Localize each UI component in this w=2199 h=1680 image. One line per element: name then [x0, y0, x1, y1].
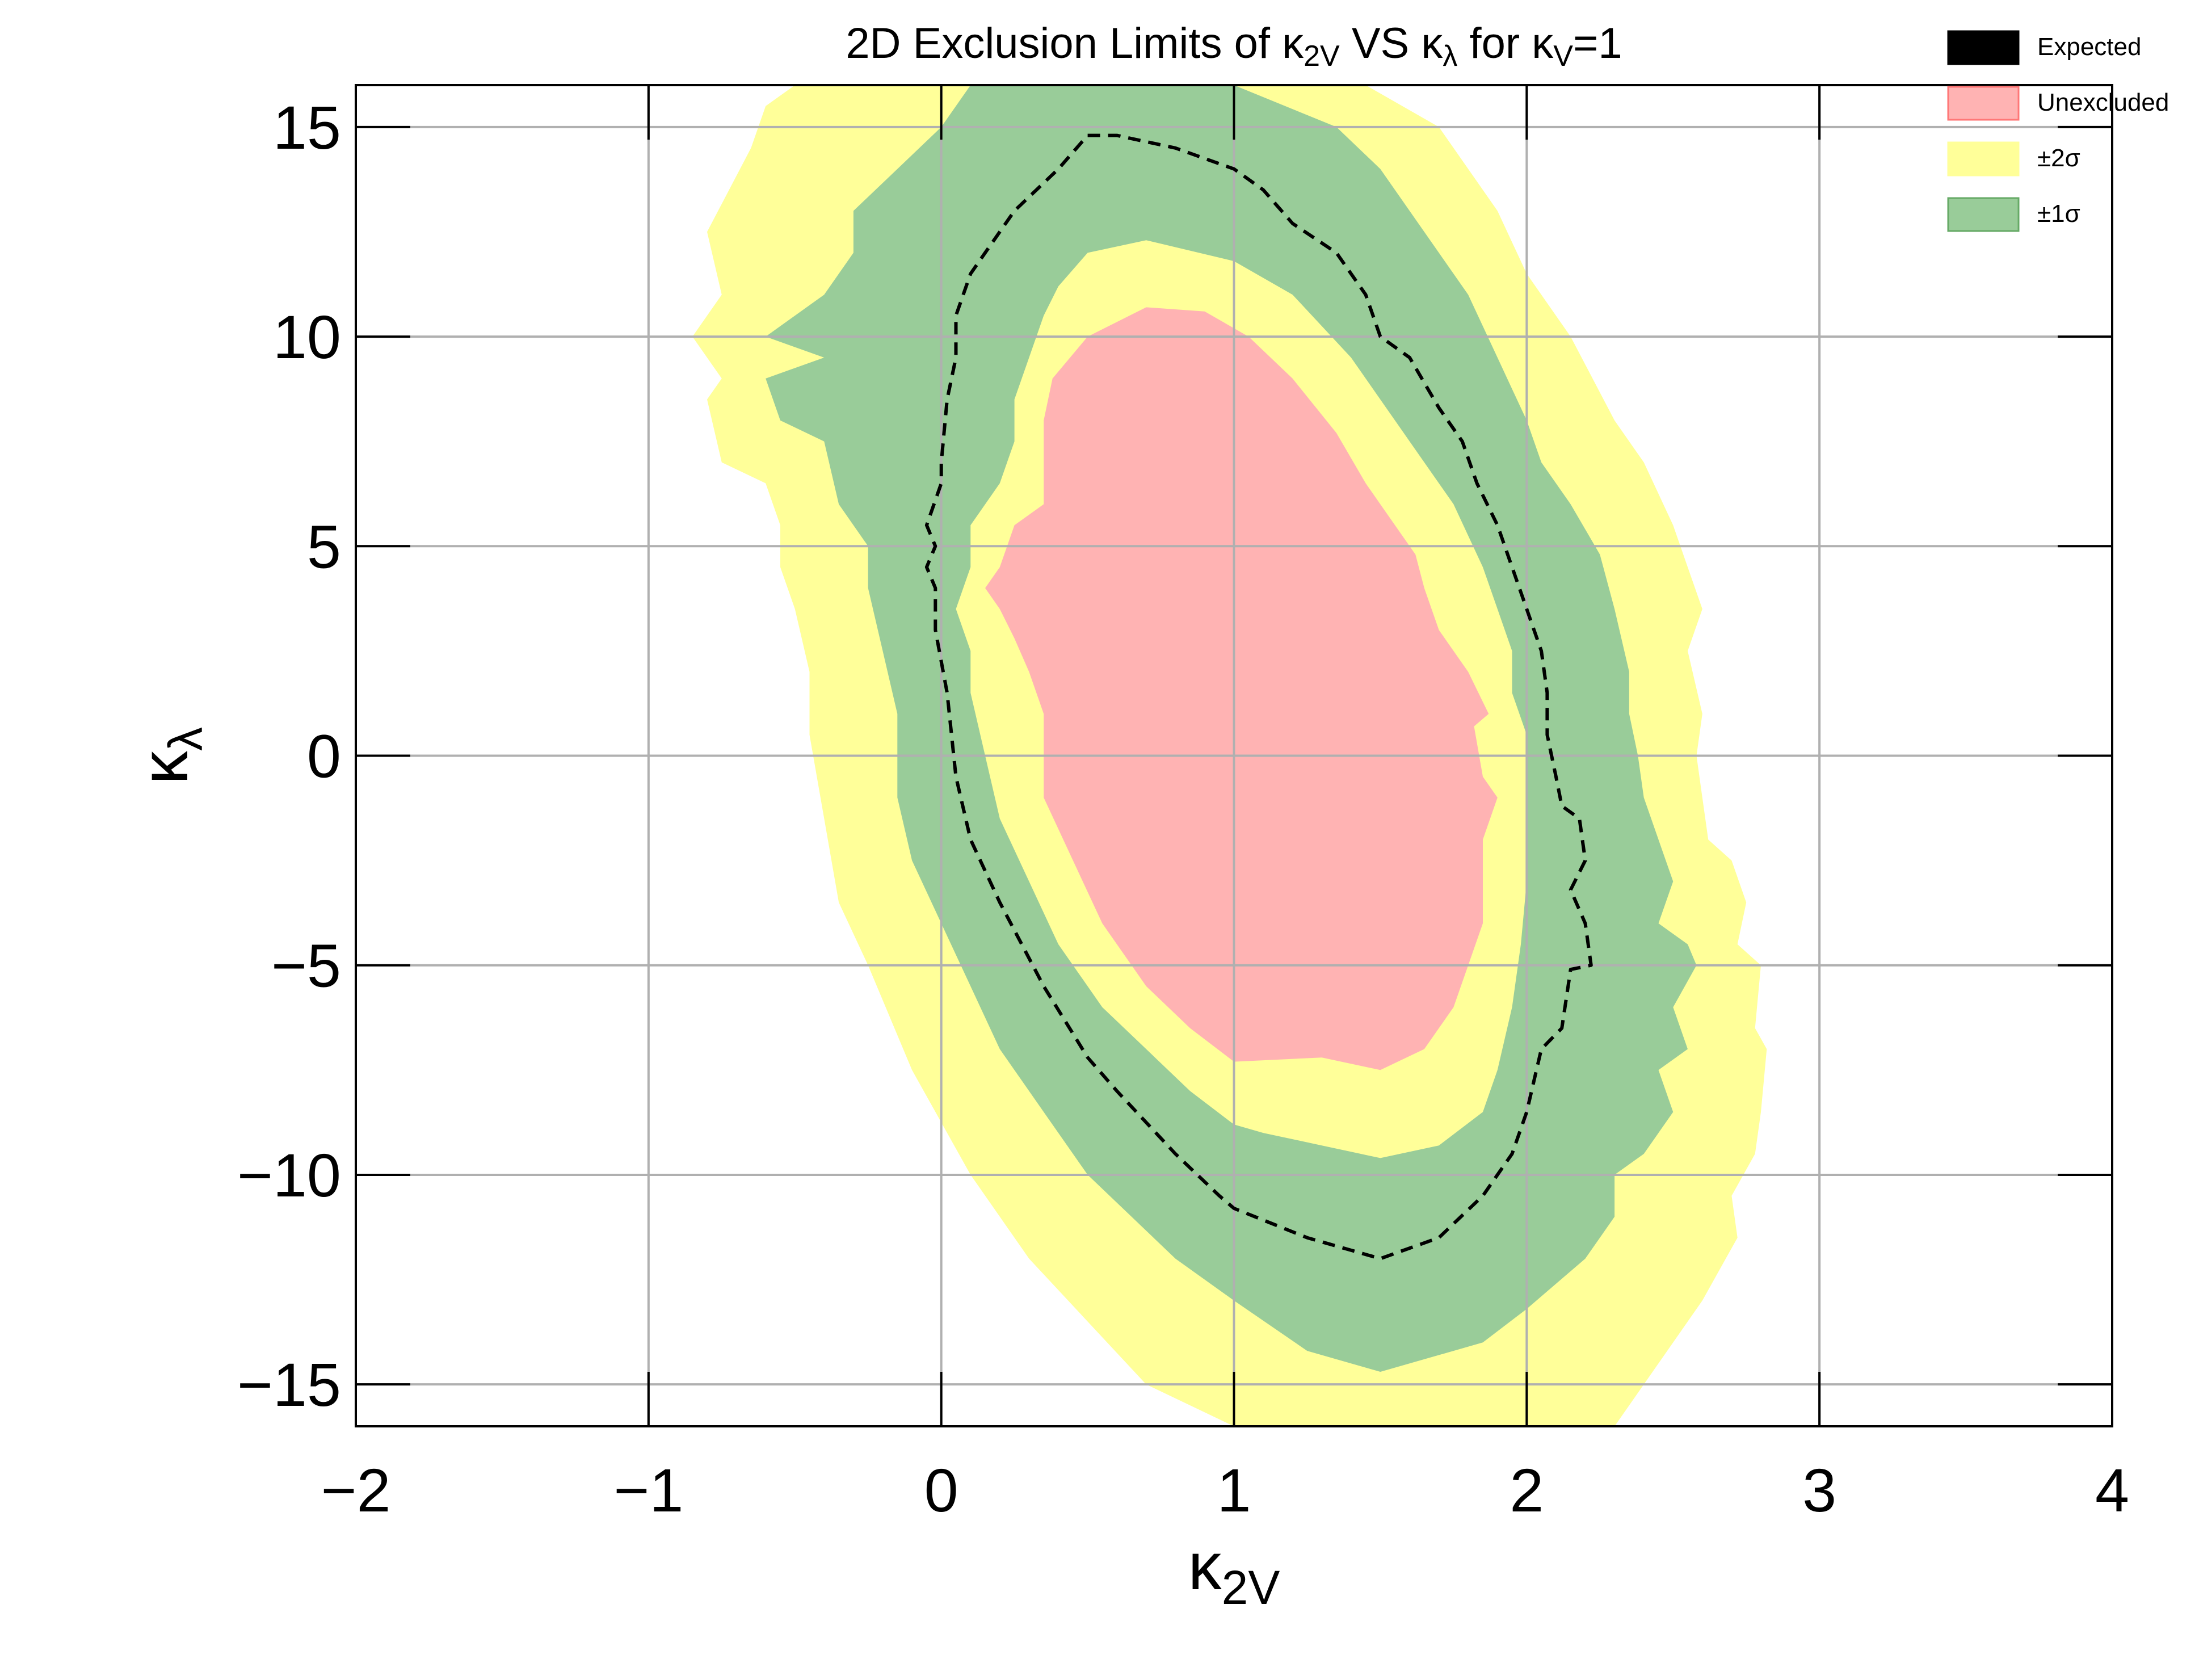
y-tick-label: −15 [237, 1350, 341, 1419]
x-axis-label: κ2V [1188, 1529, 1280, 1614]
y-axis-label: κλ [127, 727, 212, 784]
legend-label: ±2σ [2037, 144, 2080, 172]
ticks-layer [355, 85, 2113, 1426]
legend-swatch [1947, 86, 2020, 121]
legend: Expected Unexcluded ±2σ ±1σ [1947, 30, 2169, 232]
legend-label: Expected [2037, 33, 2141, 61]
region-4 [985, 307, 1498, 1070]
legend-label: Unexcluded [2037, 89, 2169, 116]
x-tick-label: 4 [2095, 1456, 2129, 1524]
legend-swatch [1947, 197, 2020, 232]
x-tick-label: 2 [1510, 1456, 1544, 1524]
regions-layer [692, 85, 1767, 1426]
legend-swatch [1947, 141, 2020, 177]
expected-contour-line [924, 133, 1593, 1261]
legend-label: ±1σ [2037, 200, 2080, 228]
legend-swatch [1947, 30, 2020, 65]
y-tick-label: 10 [273, 303, 341, 371]
x-tick-label: 3 [1802, 1456, 1836, 1524]
chart-title: 2D Exclusion Limits of κ2V VS κλ for κV=… [846, 19, 1622, 73]
y-tick-label: 15 [273, 93, 341, 162]
y-tick-label: −10 [237, 1141, 341, 1209]
expected-layer [924, 133, 1593, 1261]
x-tick-label: 0 [924, 1456, 958, 1524]
y-tick-label: 0 [307, 722, 341, 791]
y-tick-label: −5 [271, 931, 341, 1000]
x-tick-label: −1 [613, 1456, 683, 1524]
grid-layer [356, 85, 2112, 1426]
x-tick-label: 1 [1217, 1456, 1251, 1524]
x-tick-label: −2 [321, 1456, 390, 1524]
y-tick-label: 5 [307, 512, 341, 581]
